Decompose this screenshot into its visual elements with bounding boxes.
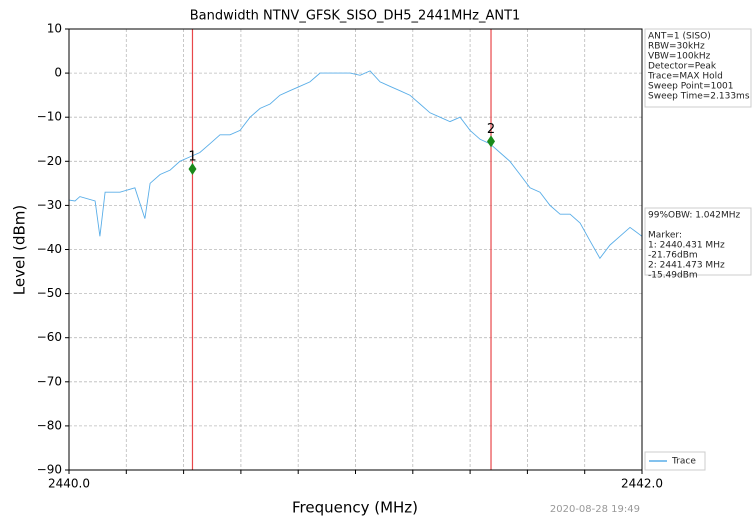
info-box [644,28,752,108]
info-text: RBW=30kHz [648,42,705,52]
y-tick-label: −50 [37,286,62,300]
result-text: 2: 2441.473 MHz [648,261,725,271]
marker-point [487,135,496,148]
result-box [644,207,752,276]
timestamp: 2020-08-28 19:49 [550,504,640,515]
info-text: VBW=100kHz [648,52,711,62]
result-text: -15.49dBm [648,271,698,281]
result-text: Marker: [648,231,682,241]
info-text: Sweep Point=1001 [648,82,734,92]
info-text: ANT=1 (SISO) [648,32,711,42]
info-text: Trace=MAX Hold [647,72,723,82]
y-tick-label: −80 [37,418,62,432]
y-tick-label: −30 [37,198,62,212]
info-text: Detector=Peak [648,62,717,72]
y-tick-label: −70 [37,374,62,388]
y-tick-label: 10 [47,22,62,36]
trace-line [68,70,643,260]
info-text: Sweep Time=2.133ms [648,92,750,102]
legend-label: Trace [671,457,696,467]
y-tick-label: 0 [54,66,62,80]
y-tick-label: −10 [37,110,62,124]
marker-label: 1 [188,150,196,165]
marker-label: 2 [487,122,495,137]
y-tick-label: −20 [37,154,62,168]
y-tick-label: −60 [37,330,62,344]
x-tick-label: 2440.0 [48,477,90,491]
result-text: 99%OBW: 1.042MHz [648,211,741,221]
chart-title: Bandwidth NTNV_GFSK_SISO_DH5_2441MHz_ANT… [190,9,521,24]
marker-point [188,163,197,176]
y-tick-label: −90 [37,463,62,477]
y-axis-label: Level (dBm) [11,205,29,296]
legend-box [644,451,706,471]
x-axis-label: Frequency (MHz) [292,499,418,517]
y-tick-label: −40 [37,242,62,256]
result-text: -21.76dBm [648,251,698,261]
result-text: 1: 2440.431 MHz [648,241,725,251]
plot-frame [68,28,643,471]
x-tick-label: 2442.0 [621,477,663,491]
